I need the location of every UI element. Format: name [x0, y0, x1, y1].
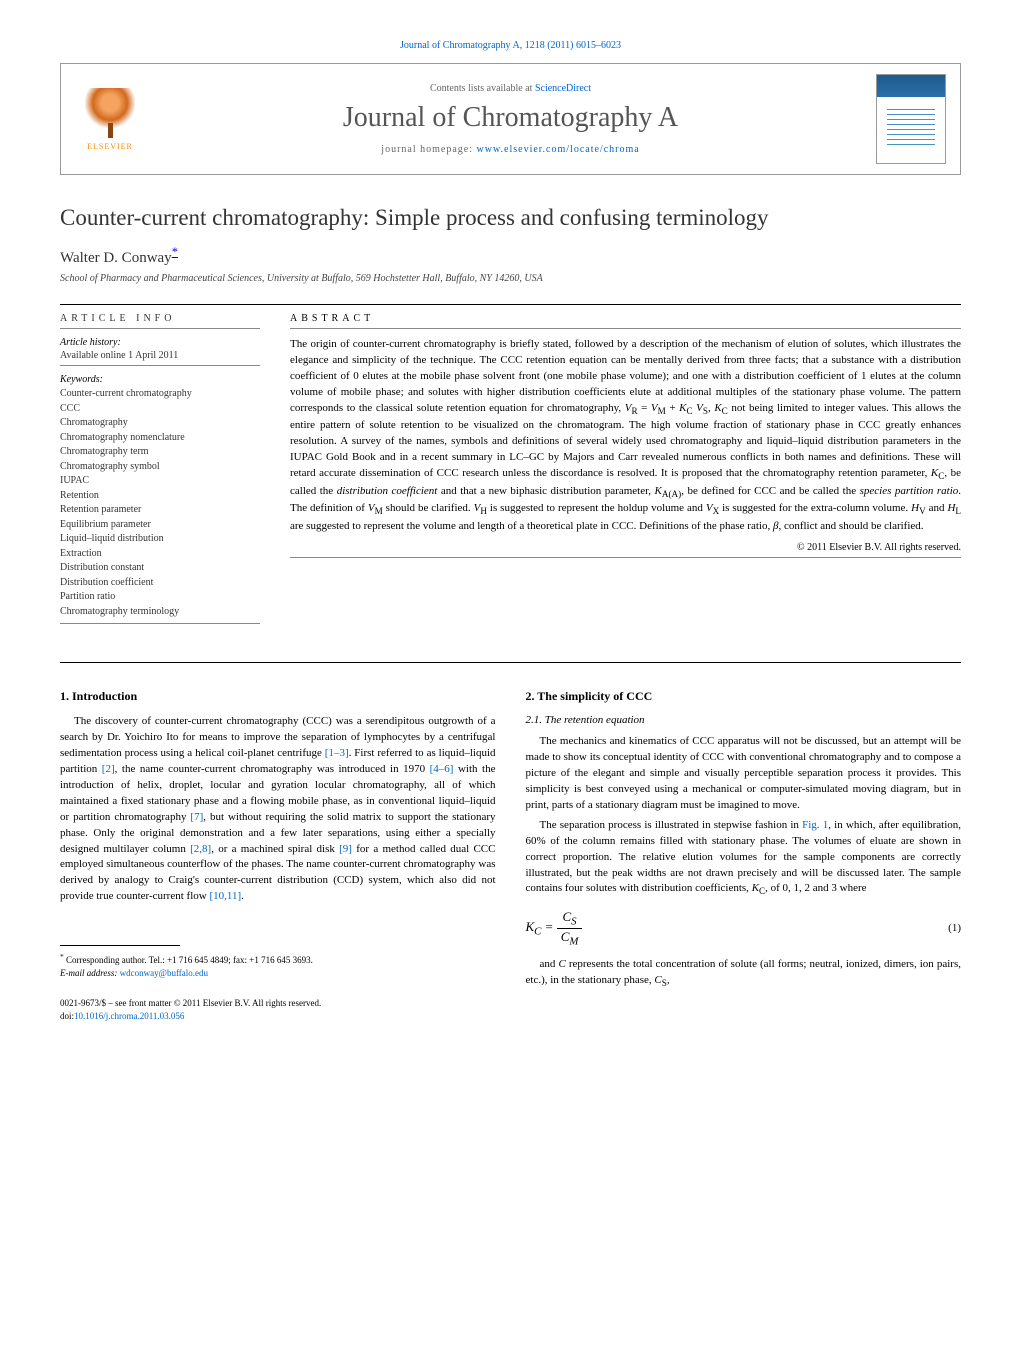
- contents-available-line: Contents lists available at ScienceDirec…: [145, 83, 876, 94]
- section-2-1-paragraph-2: The separation process is illustrated in…: [526, 818, 962, 899]
- citation-link[interactable]: [10,11]: [209, 890, 241, 902]
- equation-lhs: KC: [526, 919, 542, 934]
- thin-divider: [60, 365, 260, 366]
- section-1-heading: 1. Introduction: [60, 689, 496, 704]
- equation-number: (1): [948, 922, 961, 934]
- divider: [60, 304, 961, 305]
- issn-line: 0021-9673/$ – see front matter © 2011 El…: [60, 998, 321, 1008]
- keyword-item: Liquid–liquid distribution: [60, 532, 260, 547]
- section-2-1-paragraph-3: and C represents the total concentration…: [526, 957, 962, 990]
- journal-title: Journal of Chromatography A: [145, 102, 876, 134]
- article-info-column: ARTICLE INFO Article history: Available …: [60, 313, 260, 632]
- keyword-item: Chromatography nomenclature: [60, 431, 260, 446]
- equation-1: KC = CS CM: [526, 909, 949, 947]
- citation-link[interactable]: [2]: [102, 763, 115, 775]
- abstract-column: ABSTRACT The origin of counter-current c…: [290, 313, 961, 632]
- keyword-item: Retention: [60, 489, 260, 504]
- elsevier-text: ELSEVIER: [87, 142, 133, 151]
- info-abstract-row: ARTICLE INFO Article history: Available …: [60, 313, 961, 632]
- section-2-1-heading: 2.1. The retention equation: [526, 714, 962, 726]
- thin-divider: [60, 328, 260, 329]
- keyword-item: Distribution coefficient: [60, 576, 260, 591]
- author-corresponding-marker[interactable]: *: [172, 245, 178, 259]
- author-line: Walter D. Conway*: [60, 245, 961, 267]
- keywords-list: Counter-current chromatographyCCCChromat…: [60, 387, 260, 619]
- contents-prefix: Contents lists available at: [430, 83, 535, 94]
- abstract-copyright: © 2011 Elsevier B.V. All rights reserved…: [290, 542, 961, 553]
- keyword-item: Partition ratio: [60, 590, 260, 605]
- figure-link[interactable]: Fig. 1: [802, 819, 828, 831]
- header-center: Contents lists available at ScienceDirec…: [145, 83, 876, 155]
- affiliation: School of Pharmacy and Pharmaceutical Sc…: [60, 273, 961, 284]
- body-columns: 1. Introduction The discovery of counter…: [60, 683, 961, 1023]
- footer-meta: 0021-9673/$ – see front matter © 2011 El…: [60, 997, 496, 1022]
- keyword-item: Equilibrium parameter: [60, 518, 260, 533]
- elsevier-tree-icon: [85, 88, 135, 138]
- keyword-item: Counter-current chromatography: [60, 387, 260, 402]
- footnote-text: Corresponding author. Tel.: +1 716 645 4…: [66, 955, 313, 965]
- section-2-heading: 2. The simplicity of CCC: [526, 689, 962, 704]
- email-label: E-mail address:: [60, 968, 117, 978]
- journal-cover-thumbnail: [876, 74, 946, 164]
- keyword-item: IUPAC: [60, 474, 260, 489]
- article-history-text: Available online 1 April 2011: [60, 350, 260, 361]
- thin-divider: [290, 557, 961, 558]
- keywords-label: Keywords:: [60, 374, 260, 385]
- section-2-1-paragraph-1: The mechanics and kinematics of CCC appa…: [526, 734, 962, 814]
- divider: [60, 662, 961, 663]
- citation-link[interactable]: [9]: [339, 843, 352, 855]
- citation-link[interactable]: [1–3]: [325, 747, 349, 759]
- doi-label: doi:: [60, 1011, 74, 1021]
- doi-link[interactable]: 10.1016/j.chroma.2011.03.056: [74, 1011, 184, 1021]
- email-link[interactable]: wdconway@buffalo.edu: [120, 968, 208, 978]
- journal-header-box: ELSEVIER Contents lists available at Sci…: [60, 63, 961, 175]
- citation-link[interactable]: [2,8]: [190, 843, 211, 855]
- homepage-line: journal homepage: www.elsevier.com/locat…: [145, 144, 876, 155]
- keyword-item: Chromatography terminology: [60, 605, 260, 620]
- equation-numerator: CS: [557, 909, 583, 929]
- keyword-item: Distribution constant: [60, 561, 260, 576]
- homepage-prefix: journal homepage:: [381, 144, 476, 155]
- left-column: 1. Introduction The discovery of counter…: [60, 683, 496, 1023]
- citation-link[interactable]: [4–6]: [430, 763, 454, 775]
- author-name: Walter D. Conway: [60, 250, 172, 266]
- journal-reference: Journal of Chromatography A, 1218 (2011)…: [60, 40, 961, 51]
- equation-fraction: CS CM: [557, 909, 583, 947]
- article-title: Counter-current chromatography: Simple p…: [60, 205, 961, 231]
- abstract-text: The origin of counter-current chromatogr…: [290, 337, 961, 534]
- homepage-link[interactable]: www.elsevier.com/locate/chroma: [477, 144, 640, 155]
- keyword-item: Extraction: [60, 547, 260, 562]
- thin-divider: [290, 328, 961, 329]
- article-history-label: Article history:: [60, 337, 260, 348]
- footnote-marker: *: [60, 952, 64, 961]
- keyword-item: Retention parameter: [60, 503, 260, 518]
- keyword-item: Chromatography: [60, 416, 260, 431]
- equation-denominator: CM: [557, 929, 583, 948]
- right-column: 2. The simplicity of CCC 2.1. The retent…: [526, 683, 962, 1023]
- keyword-item: Chromatography term: [60, 445, 260, 460]
- abstract-heading: ABSTRACT: [290, 313, 961, 324]
- thin-divider: [60, 623, 260, 624]
- keyword-item: Chromatography symbol: [60, 460, 260, 475]
- footnote-separator: [60, 945, 180, 946]
- keyword-item: CCC: [60, 402, 260, 417]
- citation-link[interactable]: [7]: [190, 811, 203, 823]
- corresponding-author-footnote: * Corresponding author. Tel.: +1 716 645…: [60, 952, 496, 979]
- equation-1-row: KC = CS CM (1): [526, 909, 962, 947]
- section-1-paragraph: The discovery of counter-current chromat…: [60, 714, 496, 905]
- elsevier-logo: ELSEVIER: [75, 79, 145, 159]
- sciencedirect-link[interactable]: ScienceDirect: [535, 83, 591, 94]
- article-info-heading: ARTICLE INFO: [60, 313, 260, 324]
